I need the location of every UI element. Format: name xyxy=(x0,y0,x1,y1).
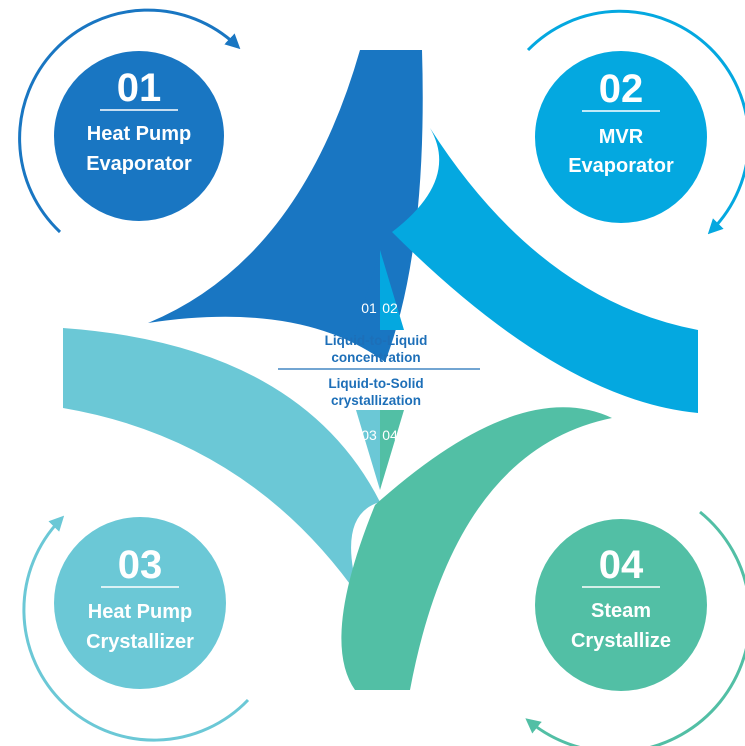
stage-label-line2: Crystallizer xyxy=(86,631,194,653)
cycle-arrow-04 xyxy=(525,510,745,746)
center-number-01: 01 xyxy=(361,300,377,316)
petal-04 xyxy=(341,407,612,690)
stage-label-line1: Heat Pump xyxy=(87,123,191,145)
cycle-arrow-01 xyxy=(18,8,241,234)
stage-03: 03 Heat Pump Crystallizer xyxy=(54,517,226,689)
stage-number: 03 xyxy=(118,543,163,587)
stage-label-line1: MVR xyxy=(599,126,644,148)
cycle-arrow-02 xyxy=(526,9,745,235)
petal-02 xyxy=(392,128,698,413)
center-lower-marker: 03 04 xyxy=(356,410,404,490)
stage-label-line2: Evaporator xyxy=(568,155,674,177)
center-top-line2: concentration xyxy=(331,350,420,365)
stage-label-line1: Heat Pump xyxy=(88,601,192,623)
stage-label-line1: Steam xyxy=(591,600,651,622)
center-upper-marker: 01 02 xyxy=(356,250,404,330)
stage-01: 01 Heat Pump Evaporator xyxy=(54,51,224,221)
cycle-arrow-03 xyxy=(22,515,250,742)
stage-number: 02 xyxy=(599,67,644,111)
center-number-03: 03 xyxy=(361,427,377,443)
center-bottom-line2: crystallization xyxy=(331,393,421,408)
center-top-line1: Liquid-to-Liquid xyxy=(325,333,428,348)
petal-01 xyxy=(148,50,423,362)
stage-04: 04 Steam Crystallize xyxy=(535,519,707,691)
stage-number: 01 xyxy=(117,66,162,110)
center-number-04: 04 xyxy=(382,427,398,443)
stage-number: 04 xyxy=(599,543,644,587)
center-number-02: 02 xyxy=(382,300,398,316)
petal-03 xyxy=(63,328,380,598)
stage-02: 02 MVR Evaporator xyxy=(535,51,707,223)
stage-label-line2: Crystallize xyxy=(571,630,671,652)
center-bottom-line1: Liquid-to-Solid xyxy=(328,376,423,391)
stage-label-line2: Evaporator xyxy=(86,153,192,175)
